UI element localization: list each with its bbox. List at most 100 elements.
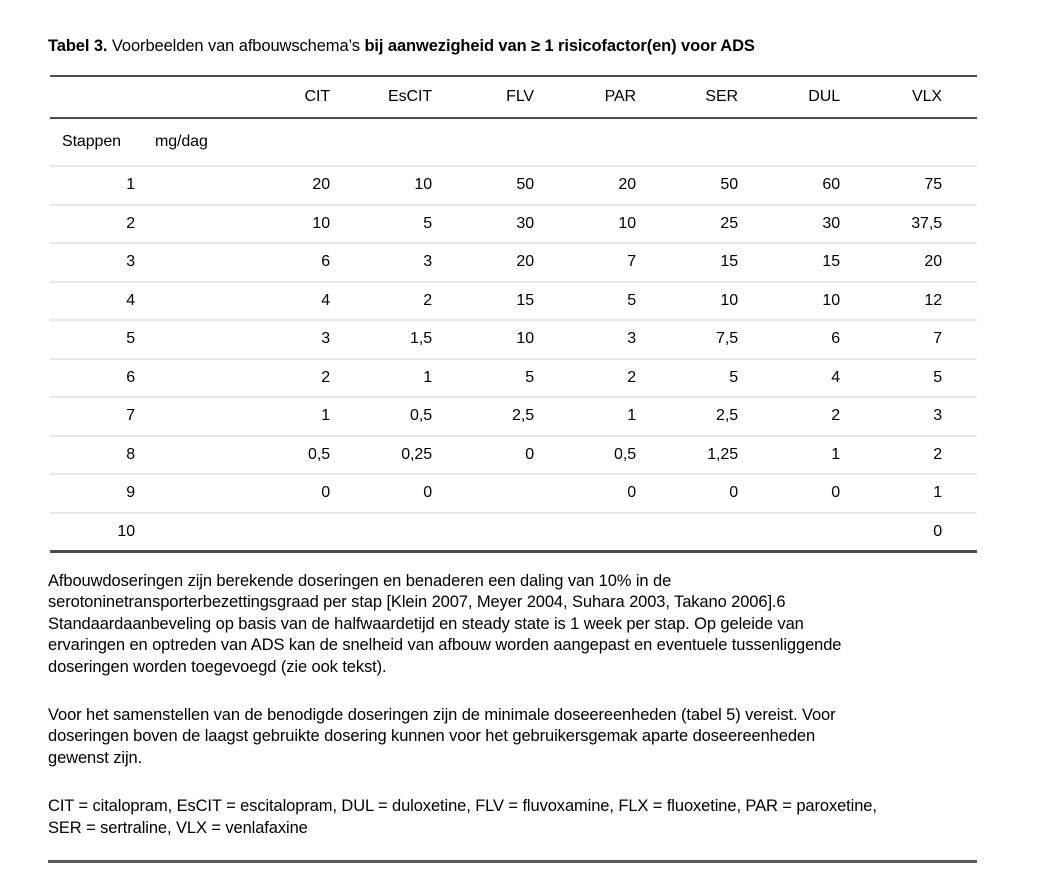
dose-cell: 0,5 xyxy=(230,435,330,475)
unit-spacer-cell xyxy=(135,243,230,283)
dose-cell: 1 xyxy=(330,358,432,398)
dose-cell: 0 xyxy=(636,474,738,514)
dose-cell: 1 xyxy=(230,397,330,437)
drug-column-header: PAR xyxy=(534,76,636,119)
dose-cell xyxy=(230,513,330,552)
dose-cell xyxy=(432,513,534,552)
dose-cell: 5 xyxy=(330,204,432,244)
unit-spacer-cell xyxy=(135,513,230,552)
dose-cell: 50 xyxy=(432,166,534,206)
dose-cell: 30 xyxy=(432,204,534,244)
dose-cell: 1 xyxy=(534,397,636,437)
table-title-label: Tabel 3. xyxy=(48,37,108,55)
step-cell: 9 xyxy=(50,474,135,514)
table-row: 3 6 3 20 7 15 15 20 xyxy=(50,243,977,283)
table-row: 10 0 xyxy=(50,513,977,552)
unit-spacer-cell xyxy=(135,397,230,437)
dose-cell: 0 xyxy=(330,474,432,514)
taper-schedule-table: CIT EsCIT FLV PAR SER DUL VLX Stappen mg/dag 1… xyxy=(50,75,977,553)
dose-cell: 2 xyxy=(230,358,330,398)
unit-spacer-cell xyxy=(135,204,230,244)
dose-cell: 60 xyxy=(738,166,840,206)
dose-cell xyxy=(330,513,432,552)
dose-cell: 3 xyxy=(534,320,636,360)
dose-cell: 10 xyxy=(230,204,330,244)
dose-cell: 6 xyxy=(230,243,330,283)
step-cell: 8 xyxy=(50,435,135,475)
unit-spacer-cell xyxy=(135,474,230,514)
dose-cell: 0 xyxy=(534,474,636,514)
dose-cell: 1,25 xyxy=(636,435,738,475)
step-cell: 10 xyxy=(117,522,135,540)
dose-cell: 1,5 xyxy=(330,320,432,360)
step-cell: 7 xyxy=(50,397,135,437)
dose-cell xyxy=(432,474,534,514)
dose-cell: 1 xyxy=(738,435,840,475)
drug-column-header: FLV xyxy=(432,76,534,119)
table-title-regular: Voorbeelden van afbouwschema’s xyxy=(107,37,365,55)
dose-cell: 7,5 xyxy=(636,320,738,360)
dose-cell: 0 xyxy=(738,474,840,514)
dose-cell: 3 xyxy=(840,397,977,437)
table-row: 5 3 1,5 10 3 7,5 6 7 xyxy=(50,320,977,360)
table-row: 2 10 5 30 10 25 30 37,5 xyxy=(50,204,977,244)
dose-cell: 4 xyxy=(738,358,840,398)
drug-column-header: DUL xyxy=(738,76,840,119)
note-dose-units: Voor het samenstellen van de benodigde d… xyxy=(48,706,836,767)
dose-cell: 10 xyxy=(432,320,534,360)
unit-spacer-cell xyxy=(135,435,230,475)
dose-cell: 10 xyxy=(636,281,738,321)
dose-cell: 0 xyxy=(230,474,330,514)
unit-spacer-cell xyxy=(135,358,230,398)
dose-cell: 7 xyxy=(840,320,977,360)
table-row: 1 20 10 50 20 50 60 75 xyxy=(50,166,977,206)
drug-header-row: CIT EsCIT FLV PAR SER DUL VLX xyxy=(50,76,977,119)
step-cell: 2 xyxy=(50,204,135,244)
step-cell: 1 xyxy=(50,166,135,206)
stub-header-row: Stappen mg/dag xyxy=(50,118,977,167)
dose-cell: 5 xyxy=(840,358,977,398)
dose-cell: 15 xyxy=(636,243,738,283)
dose-cell: 37,5 xyxy=(840,204,977,244)
drug-column-header: EsCIT xyxy=(330,76,432,119)
drug-column-header: VLX xyxy=(840,76,977,119)
table-title: Tabel 3. Voorbeelden van afbouwschema’s … xyxy=(48,36,755,57)
dose-cell xyxy=(636,513,738,552)
table-notes: Afbouwdoseringen zijn berekende dosering… xyxy=(48,571,1033,866)
dose-cell: 12 xyxy=(840,281,977,321)
dose-cell: 2 xyxy=(534,358,636,398)
dose-cell: 10 xyxy=(330,166,432,206)
dose-cell: 0 xyxy=(432,435,534,475)
unit-spacer-cell xyxy=(135,320,230,360)
unit-column-header: mg/dag xyxy=(135,118,230,167)
dose-cell: 5 xyxy=(636,358,738,398)
dose-cell: 2 xyxy=(330,281,432,321)
dose-cell: 2 xyxy=(840,435,977,475)
step-cell: 6 xyxy=(50,358,135,398)
dose-cell: 10 xyxy=(738,281,840,321)
dose-cell: 15 xyxy=(432,281,534,321)
bottom-divider xyxy=(48,860,977,863)
dose-cell: 0,5 xyxy=(330,397,432,437)
dose-cell: 50 xyxy=(636,166,738,206)
steps-column-header: Stappen xyxy=(50,118,135,167)
drug-column-header: CIT xyxy=(230,76,330,119)
dose-cell: 0,25 xyxy=(330,435,432,475)
table-row: 4 4 2 15 5 10 10 12 xyxy=(50,281,977,321)
dose-cell: 20 xyxy=(840,243,977,283)
dose-cell: 15 xyxy=(738,243,840,283)
dose-cell: 2,5 xyxy=(636,397,738,437)
dose-cell: 7 xyxy=(534,243,636,283)
dose-cell: 3 xyxy=(230,320,330,360)
step-cell: 3 xyxy=(50,243,135,283)
dose-cell: 0 xyxy=(933,522,942,540)
dose-cell: 10 xyxy=(534,204,636,244)
empty-header-cell xyxy=(135,76,230,119)
dose-cell: 5 xyxy=(534,281,636,321)
dose-cell: 75 xyxy=(840,166,977,206)
step-cell: 4 xyxy=(50,281,135,321)
dose-cell xyxy=(738,513,840,552)
